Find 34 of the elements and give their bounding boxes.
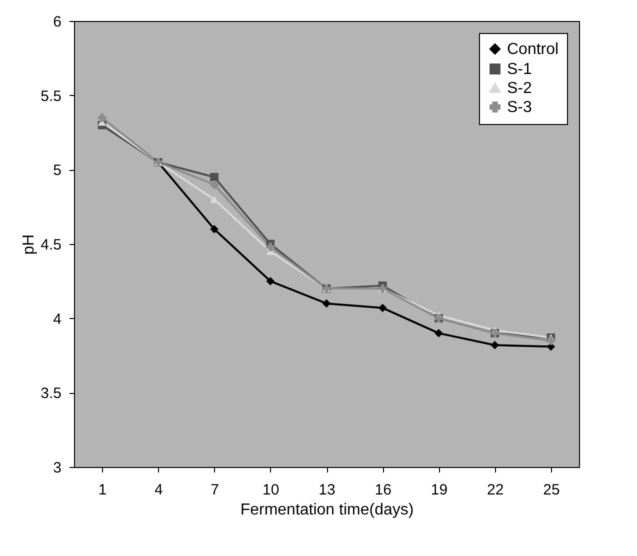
x-tick-label: 25 (543, 482, 560, 498)
legend-label: S-1 (507, 61, 532, 78)
y-tick-label: 3 (53, 460, 62, 476)
y-tick-label: 5 (53, 162, 62, 180)
x-tick-label: 19 (430, 482, 448, 498)
y-tick-label: 4 (53, 310, 62, 328)
y-tick-label: 5.5 (40, 88, 62, 105)
y-axis-title: pH (20, 234, 38, 255)
point (378, 304, 387, 312)
point (266, 276, 275, 286)
point (98, 113, 106, 122)
point (490, 340, 500, 350)
x-tick-label: 1 (98, 482, 107, 498)
x-tick-label: 7 (210, 482, 219, 498)
x-tick-label: 13 (318, 482, 336, 498)
point (434, 329, 443, 338)
x-tick-label: 16 (374, 482, 392, 498)
legend-label: S-3 (507, 99, 532, 116)
y-tick-label: 3.5 (40, 385, 62, 402)
point (322, 299, 331, 308)
point (210, 172, 218, 182)
x-tick-label: 4 (154, 482, 163, 498)
legend-label: S-2 (507, 80, 532, 97)
point (210, 224, 218, 234)
point (210, 180, 218, 189)
y-tick-label: 4.5 (40, 236, 62, 254)
x-axis-title: Fermentation time(days) (240, 502, 414, 518)
point (266, 242, 275, 252)
x-tick-label: 10 (262, 482, 280, 498)
x-tick-label: 22 (486, 482, 504, 498)
point (210, 196, 218, 204)
legend-label: Control (507, 41, 559, 58)
y-tick-label: 6 (53, 14, 62, 30)
point (546, 336, 556, 345)
